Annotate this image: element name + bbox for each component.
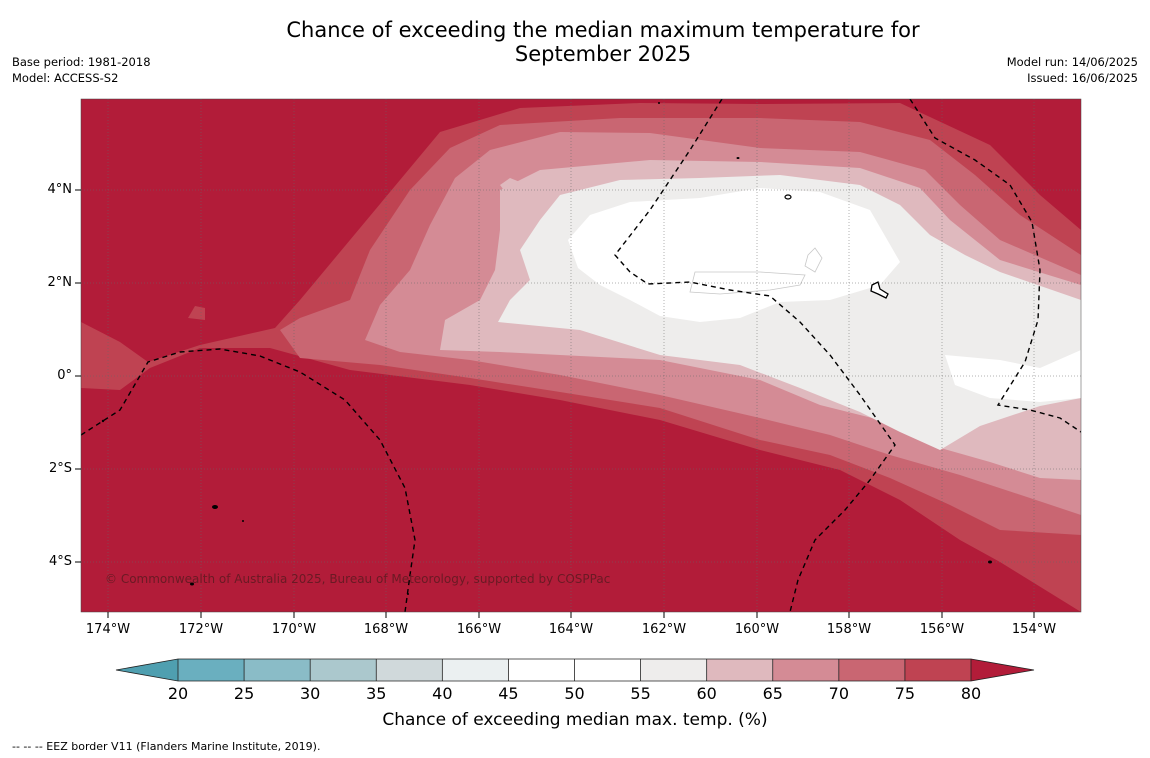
colorbar-tick-label: 45 xyxy=(498,684,519,703)
lon-label-162w: 162°W xyxy=(641,622,687,637)
lon-label-156w: 156°W xyxy=(919,622,965,637)
colorbar xyxy=(115,658,1035,682)
tabuaeran-island xyxy=(784,194,792,200)
colorbar-tick-label: 80 xyxy=(960,684,982,703)
copyright-notice: © Commonwealth of Australia 2025, Bureau… xyxy=(105,572,611,586)
base-period-text: Base period: 1981-2018 xyxy=(12,55,151,69)
contour-line-50 xyxy=(689,271,806,295)
colorbar-segment xyxy=(838,659,906,681)
band-45-50-east xyxy=(945,350,1081,402)
patch-65-north xyxy=(500,178,522,198)
lat-ticks xyxy=(75,189,81,563)
band-45-50 xyxy=(568,188,900,322)
colorbar-tick-label: 50 xyxy=(564,684,585,703)
colorbar-tick-label: 55 xyxy=(630,684,651,703)
colorbar-segment xyxy=(706,659,774,681)
eez-border-kiribati-west xyxy=(614,99,896,612)
colorbar-tick-label: 20 xyxy=(167,684,189,703)
islands xyxy=(101,102,992,595)
probability-field xyxy=(81,99,1081,612)
colorbar-segment xyxy=(376,659,443,681)
lat-label-2n: 2°N xyxy=(47,275,73,290)
lon-label-168w: 168°W xyxy=(363,622,409,637)
model-run-text: Model run: 14/06/2025 xyxy=(1006,55,1138,69)
kiritimati-island xyxy=(870,281,889,299)
lon-label-160w: 160°W xyxy=(734,622,780,637)
lon-label-166w: 166°W xyxy=(456,622,502,637)
colorbar-tick-label: 75 xyxy=(894,684,916,703)
colorbar-segment xyxy=(442,659,509,681)
map-title-line2: September 2025 xyxy=(514,42,692,66)
colorbar-tick-label: 25 xyxy=(233,684,255,703)
eez-border-kiribati-east xyxy=(909,99,1081,433)
colorbar-extend-low xyxy=(116,659,178,681)
colorbar-extend-high xyxy=(971,659,1034,681)
eez-legend-note: -- -- -- EEZ border V11 (Flanders Marine… xyxy=(12,740,321,753)
colorbar-tick-label: 70 xyxy=(828,684,849,703)
contour-line-50b xyxy=(804,247,823,273)
colorbar-segment xyxy=(640,659,708,681)
colorbar-title: Chance of exceeding median max. temp. (%… xyxy=(382,710,768,730)
colorbar-segment xyxy=(508,659,575,681)
colorbar-tick-label: 65 xyxy=(762,684,783,703)
lat-label-2s: 2°S xyxy=(48,461,72,476)
lon-label-170w: 170°W xyxy=(271,622,317,637)
colorbar-segment xyxy=(244,659,311,681)
eez-borders xyxy=(81,99,1081,612)
metadata-left: Base period: 1981-2018 Model: ACCESS-S2 xyxy=(12,54,151,86)
colorbar-segment xyxy=(574,659,642,681)
colorbar-outline xyxy=(115,658,1035,682)
map-title-line1: Chance of exceeding the median maximum t… xyxy=(286,18,920,42)
colorbar-segment xyxy=(904,659,972,681)
lon-label-172w: 172°W xyxy=(178,622,224,637)
lat-label-4s: 4°S xyxy=(48,554,72,569)
map-title: Chance of exceeding the median maximum t… xyxy=(200,18,1006,66)
lon-ticks xyxy=(107,612,1035,618)
colorbar-tick-label: 35 xyxy=(366,684,387,703)
colorbar-tick-label: 60 xyxy=(696,684,717,703)
metadata-right: Model run: 14/06/2025 Issued: 16/06/2025 xyxy=(1007,54,1138,86)
colorbar-segment xyxy=(772,659,840,681)
lat-label-4n: 4°N xyxy=(47,182,73,197)
map-frame xyxy=(80,98,1082,613)
colorbar-segment xyxy=(310,659,377,681)
colorbar-segment xyxy=(178,659,245,681)
colorbar-tick-label: 40 xyxy=(432,684,453,703)
lon-label-174w: 174°W xyxy=(85,622,131,637)
model-text: Model: ACCESS-S2 xyxy=(12,71,119,85)
lon-label-164w: 164°W xyxy=(548,622,594,637)
colorbar-tick-label: 30 xyxy=(299,684,321,703)
issued-text: Issued: 16/06/2025 xyxy=(1027,71,1138,85)
lon-label-158w: 158°W xyxy=(826,622,872,637)
lon-label-154w: 154°W xyxy=(1011,622,1057,637)
eez-border-tokelau xyxy=(81,348,416,612)
lat-label-0: 0° xyxy=(57,368,72,383)
